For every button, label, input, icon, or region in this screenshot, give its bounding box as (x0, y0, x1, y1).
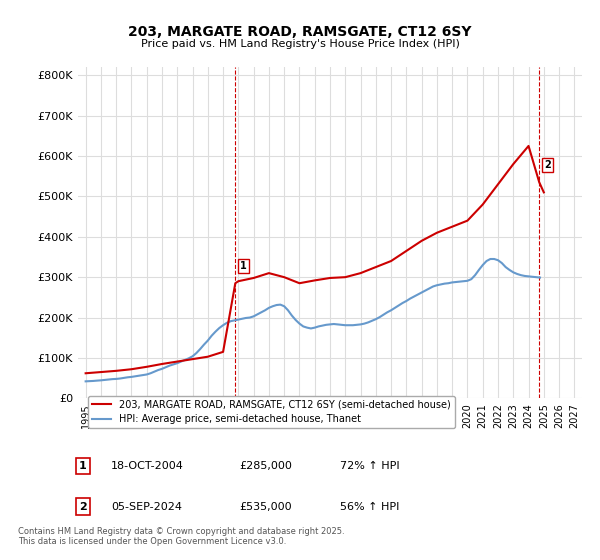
Text: 05-SEP-2024: 05-SEP-2024 (111, 502, 182, 512)
Text: 18-OCT-2004: 18-OCT-2004 (111, 461, 184, 471)
Text: Price paid vs. HM Land Registry's House Price Index (HPI): Price paid vs. HM Land Registry's House … (140, 39, 460, 49)
Text: 1: 1 (240, 261, 247, 271)
Text: 1: 1 (79, 461, 87, 471)
Text: 56% ↑ HPI: 56% ↑ HPI (340, 502, 400, 512)
Text: £535,000: £535,000 (239, 502, 292, 512)
Text: 2: 2 (79, 502, 87, 512)
Text: 2: 2 (544, 160, 551, 170)
Text: 72% ↑ HPI: 72% ↑ HPI (340, 461, 400, 471)
Text: 203, MARGATE ROAD, RAMSGATE, CT12 6SY: 203, MARGATE ROAD, RAMSGATE, CT12 6SY (128, 25, 472, 39)
Text: £285,000: £285,000 (239, 461, 292, 471)
Text: Contains HM Land Registry data © Crown copyright and database right 2025.
This d: Contains HM Land Registry data © Crown c… (18, 526, 344, 546)
Legend: 203, MARGATE ROAD, RAMSGATE, CT12 6SY (semi-detached house), HPI: Average price,: 203, MARGATE ROAD, RAMSGATE, CT12 6SY (s… (88, 395, 455, 428)
